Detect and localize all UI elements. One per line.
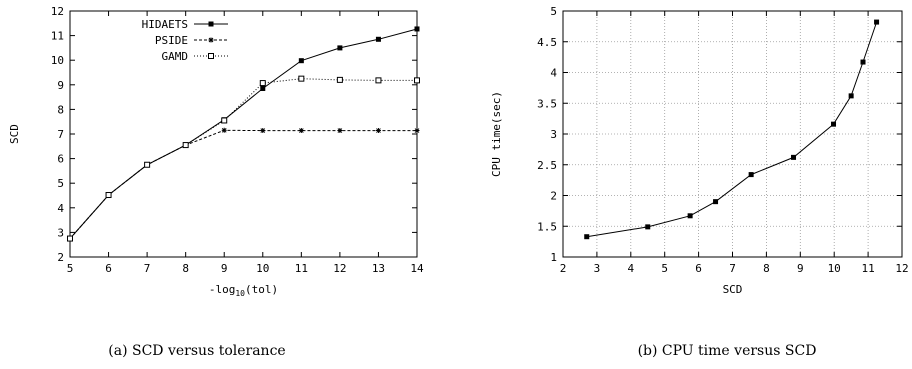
series-0-point-9: [414, 26, 420, 32]
chart-scd-vs-tolerance: 5 6 7 8 9 10 11 12 13 1423456789101112SCD-log10(t…: [8, 5, 424, 359]
y-axis-label: SCD: [8, 124, 21, 144]
x-axis-label-suffix: (tol): [245, 283, 278, 296]
legend-label-2: GAMD: [162, 50, 189, 63]
x-tick-label-0: 2: [560, 262, 567, 275]
series-line-0: [586, 21, 878, 238]
x-tick-label-4: 9: [221, 262, 228, 275]
y-tick-label-8: 5: [550, 5, 557, 18]
x-tick-label-1: 6: [105, 262, 112, 275]
series-2-point-9: [414, 77, 420, 84]
x-tick-label-4: 6: [695, 262, 702, 275]
y-tick-label-9: 11: [51, 30, 64, 43]
series-0-point-6: [831, 121, 837, 127]
series-1-point-8: [375, 128, 381, 134]
x-axis-label: SCD: [723, 283, 743, 296]
y-tick-label-0: 1: [550, 251, 557, 264]
x-tick-label-6: 11: [295, 262, 308, 275]
series-0-point-9: [874, 19, 880, 25]
y-tick-label-1: 3: [57, 226, 64, 239]
series-0-point-8: [375, 36, 381, 42]
x-tick-label-9: 11: [861, 262, 874, 275]
caption: (b) CPU time versus SCD: [638, 343, 817, 359]
x-tick-label-8: 13: [372, 262, 385, 275]
series-0-point-7: [848, 93, 854, 99]
y-tick-label-1: 1.5: [537, 220, 557, 233]
y-tick-label-4: 3: [550, 128, 557, 141]
y-tick-label-4: 6: [57, 153, 64, 166]
legend-marker-2: [208, 53, 214, 59]
x-tick-label-7: 12: [333, 262, 346, 275]
series-0-point-1: [645, 224, 651, 230]
x-tick-label-9: 14: [410, 262, 424, 275]
y-tick-label-2: 4: [57, 202, 64, 215]
x-axis-label: -log10(tol): [209, 283, 278, 298]
y-tick-label-2: 2: [550, 190, 557, 203]
x-tick-label-2: 4: [627, 262, 634, 275]
series-1-point-7: [337, 128, 343, 134]
x-axis-label-prefix: -log: [209, 283, 236, 296]
x-tick-label-2: 7: [144, 262, 151, 275]
x-tick-label-5: 10: [256, 262, 269, 275]
caption: (a) SCD versus tolerance: [108, 343, 285, 359]
x-tick-label-5: 7: [729, 262, 736, 275]
legend-marker-1: [208, 37, 214, 43]
x-tick-label-1: 3: [594, 262, 601, 275]
series-1-point-6: [298, 128, 304, 134]
series-2-point-2: [144, 161, 151, 168]
y-tick-label-3: 2.5: [537, 159, 557, 172]
series-line-0: [69, 28, 418, 239]
series-2-point-4: [221, 117, 228, 124]
series-0-point-5: [260, 85, 266, 91]
x-tick-label-8: 10: [828, 262, 841, 275]
series-0-point-0: [584, 234, 590, 240]
series-0-point-2: [687, 213, 693, 219]
legend-label-1: PSIDE: [155, 34, 188, 47]
series-2-point-0: [67, 235, 73, 242]
x-tick-label-10: 12: [895, 262, 908, 275]
series-0-point-6: [298, 58, 304, 64]
x-tick-label-3: 5: [661, 262, 668, 275]
chart-cpu-time-vs-scd: 2 3 4 5 6 7 8 9 10 11 12 1 1.5 2 2.5 3 3.5 4 4.5 5 CPU time(…: [490, 5, 909, 359]
y-tick-label-8: 10: [51, 54, 64, 67]
series-0-point-8: [860, 59, 866, 65]
x-tick-label-3: 8: [182, 262, 189, 275]
x-axis-label-subscript: 10: [235, 289, 245, 298]
x-tick-label-0: 5: [67, 262, 74, 275]
series-1-point-4: [221, 127, 227, 133]
x-tick-label-6: 8: [763, 262, 770, 275]
series-2-point-7: [336, 76, 343, 83]
y-tick-label-3: 5: [57, 177, 64, 190]
plot-frame: [69, 10, 418, 258]
series-2-point-3: [182, 142, 189, 149]
y-tick-label-10: 12: [51, 5, 64, 18]
series-line-1: [69, 129, 417, 239]
series-0-point-7: [337, 45, 343, 51]
series-2-point-6: [298, 75, 305, 82]
legend-marker-0: [208, 21, 214, 27]
legend-label-0: HIDAETS: [142, 18, 188, 31]
series-1-point-9: [414, 128, 420, 134]
x-tick-label-7: 9: [797, 262, 804, 275]
series-2-point-1: [105, 192, 112, 199]
series-line-2: [69, 78, 417, 239]
y-tick-label-5: 3.5: [537, 97, 557, 110]
series-2-point-8: [375, 77, 382, 84]
series-0-point-4: [748, 172, 754, 178]
series-1-point-5: [260, 128, 266, 134]
series-0-point-5: [791, 154, 797, 160]
series-2-point-5: [259, 80, 266, 87]
y-tick-label-7: 9: [57, 79, 64, 92]
y-tick-label-6: 8: [57, 103, 64, 116]
series-0-point-3: [713, 199, 719, 205]
y-tick-label-5: 7: [57, 128, 64, 141]
y-axis-label: CPU time(sec): [490, 91, 503, 177]
y-tick-label-7: 4.5: [537, 36, 557, 49]
y-tick-label-6: 4: [550, 67, 557, 80]
y-tick-label-0: 2: [57, 251, 64, 264]
